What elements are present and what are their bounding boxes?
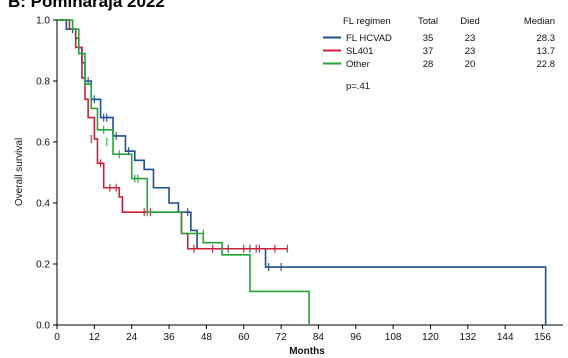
y-axis-label: Overall survival: [14, 138, 25, 206]
y-tick-label: 0.0: [36, 321, 50, 332]
series-other: [57, 19, 310, 325]
x-tick-label: 48: [201, 332, 213, 343]
p-value: p=.41: [346, 81, 370, 92]
x-tick-label: 60: [238, 332, 250, 343]
legend-cell: 35: [423, 33, 434, 44]
series-layer: [57, 19, 547, 325]
legend-cell: 22.8: [537, 59, 556, 70]
x-tick-label: 72: [276, 332, 288, 343]
legend-cell: FL HCVAD: [346, 33, 392, 44]
x-tick-label: 36: [163, 332, 175, 343]
legend-cell: 23: [465, 33, 476, 44]
y-tick-label: 0.2: [36, 260, 50, 271]
legend-header: Total: [418, 16, 438, 27]
legend-cell: SL401: [346, 46, 373, 57]
legend-cell: 20: [465, 59, 476, 70]
x-tick-label: 156: [534, 332, 551, 343]
series-line: [57, 19, 310, 325]
x-tick-label: 24: [126, 332, 138, 343]
legend-cell: 28: [423, 59, 434, 70]
x-tick-label: 84: [313, 332, 325, 343]
x-tick-label: 144: [497, 332, 514, 343]
y-tick-label: 0.8: [36, 77, 50, 88]
legend-cell: 37: [423, 46, 434, 57]
x-tick-label: 96: [350, 332, 362, 343]
chart-title: B: Pominaraja 2022: [8, 0, 165, 11]
x-tick-label: 120: [422, 332, 439, 343]
x-tick-label: 12: [89, 332, 101, 343]
legend-cell: Other: [346, 59, 370, 70]
x-axis-label: Months: [289, 346, 325, 357]
legend-header: Died: [460, 16, 480, 27]
legend-header: FL regimen: [343, 16, 391, 27]
legend-header: Median: [524, 16, 555, 27]
y-tick-label: 1.0: [36, 16, 50, 27]
axes: 0 12 24 36 48 60 72 84 96 108 120 132 144 156 0.0 0.2 0.…: [36, 16, 563, 343]
x-tick-label: 132: [460, 332, 477, 343]
legend: FL regimen Total Died Median FL HCVAD 35 23 28.…: [323, 16, 555, 92]
legend-cell: 28.3: [537, 33, 556, 44]
series-line: [57, 19, 288, 250]
x-tick-label: 0: [54, 332, 60, 343]
y-tick-label: 0.6: [36, 138, 50, 149]
x-tick-label: 108: [385, 332, 402, 343]
y-tick-label: 0.4: [36, 199, 50, 210]
legend-cell: 23: [465, 46, 476, 57]
legend-cell: 13.7: [537, 46, 556, 57]
series-sl401: [57, 19, 288, 253]
